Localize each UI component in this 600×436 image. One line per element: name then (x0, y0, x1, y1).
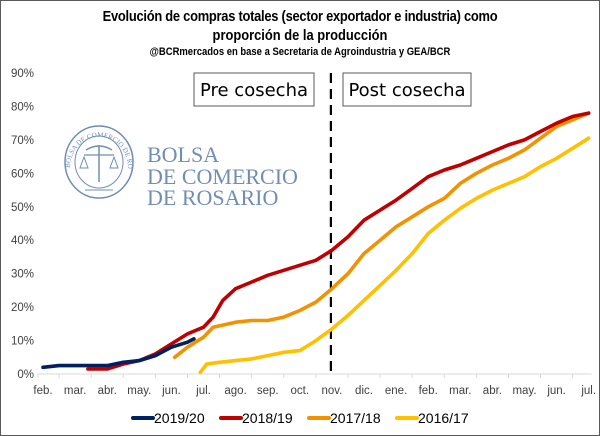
x-tick-label: mar. (449, 385, 471, 397)
y-tick-label: 0% (17, 369, 34, 381)
y-tick-label: 50% (11, 202, 34, 214)
x-tick-label: sep. (257, 385, 279, 397)
x-tick-label: ene. (385, 385, 407, 397)
logo-line3: DE ROSARIO (147, 185, 278, 210)
x-tick-label: jun. (161, 385, 181, 397)
y-tick-label: 20% (11, 302, 34, 314)
x-tick-label: may. (512, 385, 536, 397)
series-line-2016-17 (198, 136, 591, 375)
pre-cosecha-label: Pre cosecha (200, 80, 308, 101)
pre-cosecha-box: Pre cosecha (193, 72, 315, 107)
post-cosecha-box: Post cosecha (342, 72, 472, 107)
x-tick-label: nov. (321, 385, 342, 397)
x-tick-label: jun. (546, 385, 566, 397)
x-tick-label: feb. (33, 385, 52, 397)
x-tick-label: oct. (291, 385, 310, 397)
series-line-2017-18 (172, 111, 591, 360)
x-tick-label: mar. (64, 385, 86, 397)
y-tick-label: 40% (11, 235, 34, 247)
x-tick-label: jul. (195, 385, 211, 397)
x-tick-label: dic. (355, 385, 373, 397)
chart-subtitle: @BCRmercados en base a Secretaria de Agr… (149, 46, 451, 58)
chart-title: Evolución de compras totales (sector exp… (102, 8, 498, 25)
x-tick-label: ago. (224, 385, 246, 397)
chart-title-line2: proporción de la producción (212, 27, 388, 44)
logo-line2: DE COMERCIO (147, 164, 298, 189)
y-tick-label: 90% (11, 68, 34, 80)
x-tick-label: abr. (98, 385, 117, 397)
logo-line1: BOLSA (147, 142, 219, 167)
legend-label: 2018/19 (242, 410, 293, 426)
legend-label: 2019/20 (154, 410, 205, 426)
legend-label: 2016/17 (418, 410, 469, 426)
legend-label: 2017/18 (330, 410, 381, 426)
series-line-2018-19 (86, 111, 591, 371)
x-tick-label: feb. (419, 385, 438, 397)
x-tick-label: may. (127, 385, 151, 397)
y-tick-label: 80% (11, 101, 34, 113)
y-tick-label: 10% (11, 336, 34, 348)
y-tick-label: 70% (11, 135, 34, 147)
x-tick-label: jul. (580, 385, 596, 397)
y-tick-label: 30% (11, 269, 34, 281)
y-tick-label: 60% (11, 168, 34, 180)
x-tick-label: abr. (483, 385, 502, 397)
post-cosecha-label: Post cosecha (348, 80, 465, 101)
series-line-2019-20 (41, 337, 196, 370)
